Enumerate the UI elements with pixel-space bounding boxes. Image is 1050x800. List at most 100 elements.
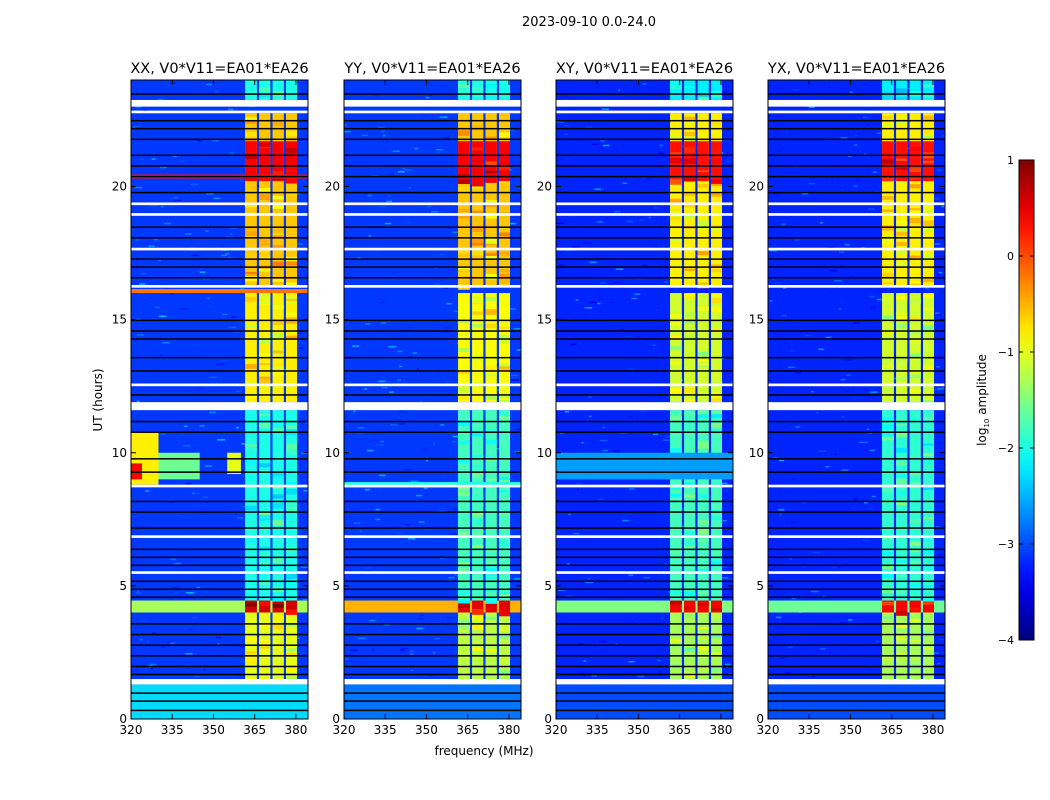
heatmap-cell: [612, 450, 621, 453]
heatmap-region: [286, 80, 298, 100]
heatmap-cell: [472, 98, 484, 102]
heatmap-cell: [499, 249, 511, 256]
heatmap-cell: [670, 361, 682, 365]
x-tick-label: 335: [798, 723, 821, 737]
heatmap-cell: [259, 647, 271, 651]
heatmap-cell: [711, 120, 723, 126]
heatmap-cell: [931, 197, 940, 200]
heatmap-cell: [627, 368, 635, 370]
heatmap-cell: [286, 148, 298, 154]
heatmap-cell: [663, 439, 670, 441]
heatmap-cell: [882, 384, 894, 389]
heatmap-cell: [198, 388, 204, 390]
zero-row: [768, 165, 945, 167]
y-tick-label: 15: [112, 313, 127, 327]
heatmap-cell: [615, 268, 624, 270]
heatmap-cell: [776, 532, 780, 535]
zero-row: [556, 431, 733, 433]
heatmap-cell: [564, 157, 573, 160]
heatmap-cell: [868, 208, 875, 210]
heatmap-cell: [133, 318, 141, 321]
zero-row: [131, 548, 308, 551]
heatmap-cell: [245, 296, 257, 302]
flagged-row: [131, 484, 308, 488]
heatmap-cell: [812, 551, 820, 554]
heatmap-cell: [472, 241, 484, 246]
heatmap-cell: [174, 562, 181, 565]
heatmap-cell: [485, 170, 497, 174]
flagged-row: [768, 285, 945, 288]
heatmap-cell: [896, 180, 908, 184]
heatmap-cell: [286, 652, 298, 656]
heatmap-cell: [286, 312, 298, 317]
heatmap-cell: [787, 646, 794, 649]
zero-row: [344, 471, 521, 473]
heatmap-cell: [896, 312, 908, 316]
heatmap-cell: [938, 271, 942, 274]
heatmap-cell: [891, 179, 898, 182]
heatmap-cell: [684, 424, 696, 431]
heatmap-cell: [792, 478, 796, 481]
panel-title: XX, V0*V11=EA01*EA26: [130, 61, 308, 77]
zero-row: [556, 93, 733, 95]
heatmap-cell: [259, 618, 271, 625]
heatmap-cell: [481, 182, 486, 184]
heatmap-cell: [805, 334, 812, 337]
heatmap-cell: [485, 589, 497, 592]
heatmap-cell: [353, 244, 356, 246]
heatmap-cell: [648, 216, 652, 219]
heatmap-cell: [869, 449, 875, 452]
x-tick-label: 380: [497, 723, 520, 737]
flagged-row: [556, 99, 733, 107]
heatmap-cell: [896, 159, 908, 165]
zero-row: [556, 191, 733, 194]
heatmap-cell: [670, 314, 682, 318]
heatmap-cell: [458, 186, 470, 192]
heatmap-cell: [773, 192, 779, 195]
heatmap-region: [882, 80, 894, 100]
heatmap-cell: [499, 626, 511, 631]
heatmap-cell: [697, 602, 709, 606]
heatmap-cell: [150, 663, 157, 666]
heatmap-cell: [923, 598, 935, 602]
heatmap-cell: [874, 528, 879, 531]
heatmap-cell: [791, 521, 797, 524]
heatmap-cell: [896, 432, 908, 437]
zero-row: [768, 665, 945, 668]
heatmap-cell: [697, 410, 709, 415]
heatmap-cell: [380, 130, 385, 133]
heatmap-cell: [660, 617, 664, 619]
heatmap-cell: [194, 676, 200, 678]
x-tick-label: 350: [415, 723, 438, 737]
zero-row: [556, 458, 733, 460]
heatmap-cell: [711, 268, 723, 273]
heatmap-cell: [206, 297, 210, 300]
heatmap-cell: [569, 343, 577, 346]
heatmap-cell: [135, 106, 143, 108]
heatmap-region: [485, 410, 497, 601]
heatmap-cell: [458, 333, 470, 337]
zero-row: [131, 500, 308, 503]
heatmap-cell: [286, 502, 298, 506]
heatmap-cell: [619, 354, 625, 356]
heatmap-cell: [697, 220, 709, 224]
heatmap-cell: [697, 494, 709, 498]
heatmap-cell: [389, 391, 395, 393]
heatmap-cell: [227, 256, 232, 259]
heatmap-region: [711, 80, 723, 100]
heatmap-cell: [663, 563, 668, 566]
heatmap-cell: [923, 601, 935, 605]
heatmap-cell: [183, 425, 188, 428]
heatmap-cell: [795, 239, 800, 241]
heatmap-cell: [896, 490, 908, 496]
heatmap-cell: [828, 86, 831, 88]
heatmap-cell: [863, 153, 867, 156]
heatmap-cell: [272, 503, 284, 509]
flagged-row: [344, 247, 521, 251]
heatmap-cell: [722, 577, 729, 579]
heatmap-cell: [516, 428, 521, 431]
zero-row: [131, 330, 308, 332]
heatmap-cell: [245, 414, 257, 420]
heatmap-cell: [499, 412, 511, 417]
heatmap-cell: [151, 632, 157, 634]
